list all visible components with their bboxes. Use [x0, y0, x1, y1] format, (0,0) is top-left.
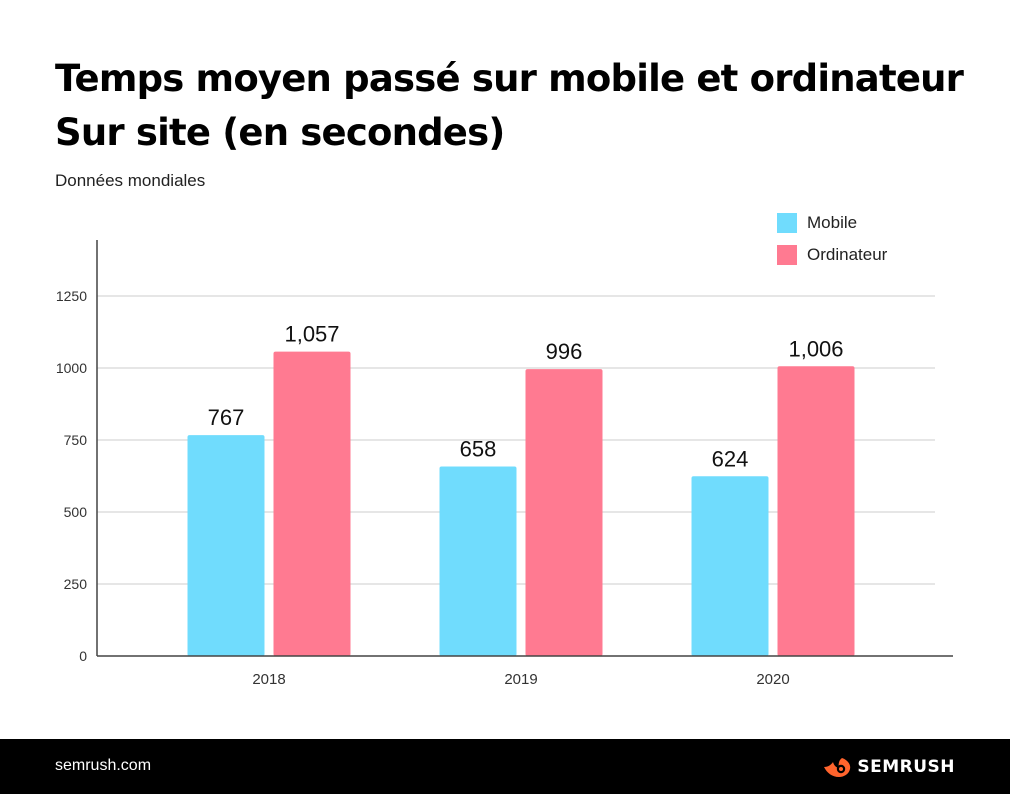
data-label: 624 — [712, 446, 749, 471]
legend-label-ordinateur: Ordinateur — [807, 245, 888, 264]
bar-chart: 767 1,057 658 996 624 1,006 0 250 500 750 1000 125… — [56, 240, 953, 688]
legend-item-ordinateur: Ordinateur — [777, 239, 887, 271]
data-label: 658 — [460, 436, 497, 461]
y-tick-label: 500 — [64, 504, 88, 520]
y-tick-label: 1250 — [56, 288, 87, 304]
bar-ordinateur-2020 — [777, 366, 855, 656]
legend-swatch-ordinateur — [777, 245, 797, 265]
data-label: 767 — [208, 405, 245, 430]
y-tick-label: 1000 — [56, 360, 87, 376]
bar-mobile-2020 — [691, 476, 769, 656]
chart-title: Temps moyen passé sur mobile et ordinate… — [55, 52, 964, 160]
semrush-flame-icon — [824, 758, 851, 777]
bar-ordinateur-2018 — [273, 351, 351, 656]
brand-wordmark: SEMRUSH — [857, 757, 955, 777]
y-tick-label: 250 — [64, 576, 88, 592]
data-label: 996 — [546, 339, 583, 364]
chart-title-line-2: Sur site (en secondes) — [55, 111, 505, 154]
brand-logo: SEMRUSH — [822, 756, 955, 778]
legend-label-mobile: Mobile — [807, 213, 858, 232]
footer-site-link[interactable]: semrush.com — [55, 757, 152, 774]
chart-legend: Mobile Ordinateur — [777, 207, 887, 271]
axes: 0 250 500 750 1000 1250 2018 2019 2020 — [56, 240, 953, 688]
data-label: 1,006 — [788, 336, 843, 361]
chart-title-line-1: Temps moyen passé sur mobile et ordinate… — [55, 57, 964, 100]
y-tick-label: 0 — [79, 648, 87, 664]
legend-item-mobile: Mobile — [777, 207, 887, 239]
x-tick-label: 2018 — [252, 671, 285, 688]
bars: 767 1,057 658 996 624 1,006 — [187, 322, 855, 656]
x-tick-label: 2020 — [756, 671, 789, 688]
footer-bar: semrush.com SEMRUSH — [0, 739, 1010, 794]
bar-mobile-2019 — [439, 466, 517, 656]
x-tick-label: 2019 — [504, 671, 537, 688]
bar-ordinateur-2019 — [525, 369, 603, 656]
y-tick-label: 750 — [64, 432, 88, 448]
chart-subtitle: Données mondiales — [55, 171, 206, 190]
bar-mobile-2018 — [187, 435, 265, 656]
data-label: 1,057 — [284, 322, 339, 347]
legend-swatch-mobile — [777, 213, 797, 233]
